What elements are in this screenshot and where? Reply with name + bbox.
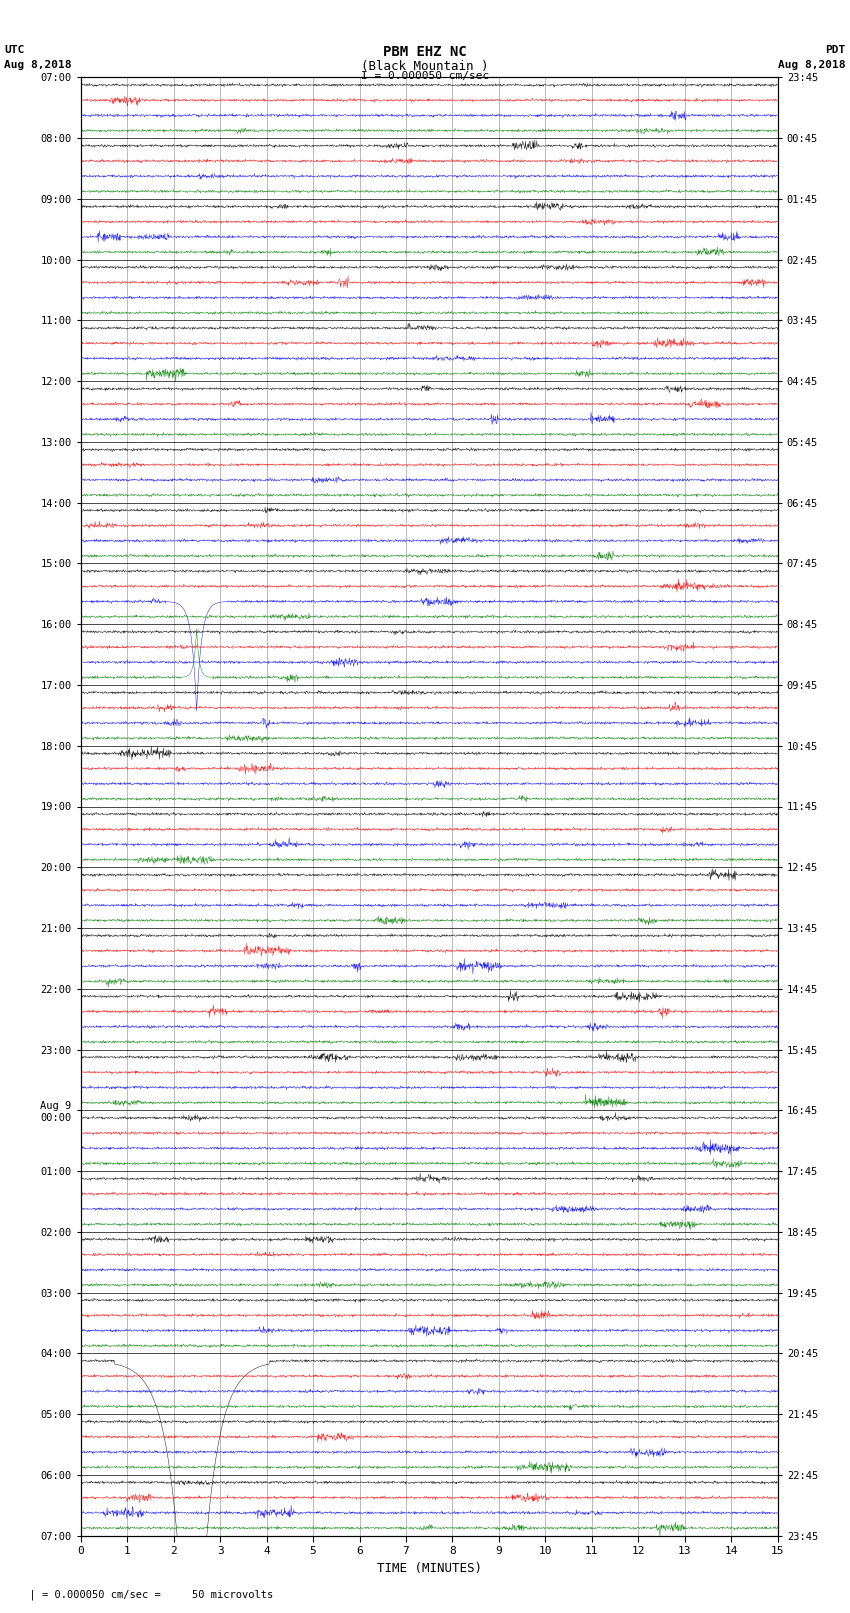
Text: PDT: PDT — [825, 45, 846, 55]
Text: Aug 8,2018: Aug 8,2018 — [779, 60, 846, 69]
Text: Aug 8,2018: Aug 8,2018 — [4, 60, 71, 69]
Text: (Black Mountain ): (Black Mountain ) — [361, 60, 489, 73]
Text: PBM EHZ NC: PBM EHZ NC — [383, 45, 467, 60]
X-axis label: TIME (MINUTES): TIME (MINUTES) — [377, 1561, 482, 1574]
Text: | = 0.000050 cm/sec =     50 microvolts: | = 0.000050 cm/sec = 50 microvolts — [17, 1589, 273, 1600]
Text: I = 0.000050 cm/sec: I = 0.000050 cm/sec — [361, 71, 489, 81]
Text: UTC: UTC — [4, 45, 25, 55]
